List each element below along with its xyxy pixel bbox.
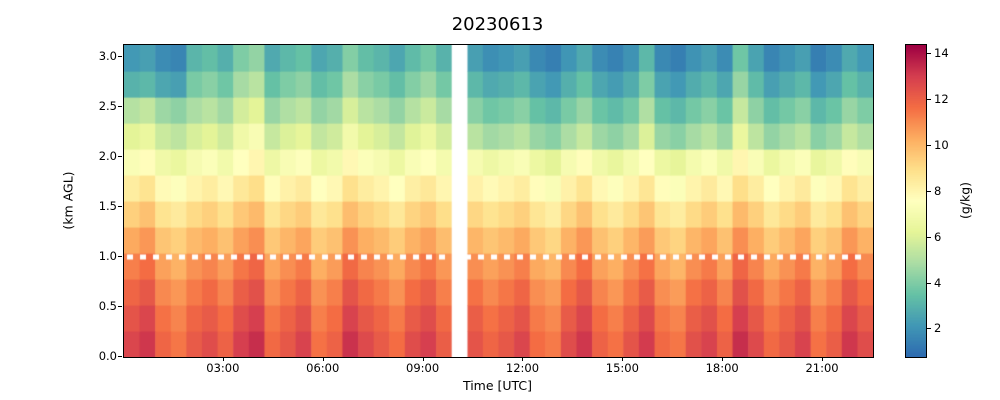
x-tick-mark: [822, 357, 824, 361]
y-tick-label: 2.0: [98, 149, 117, 163]
colorbar-tick-mark: [927, 190, 931, 192]
colorbar-tick-label: 8: [934, 183, 942, 198]
x-tick-mark: [222, 357, 224, 361]
colorbar-tick-mark: [927, 99, 931, 101]
y-tick-mark: [118, 306, 122, 307]
heatmap-canvas: [124, 45, 873, 357]
x-axis-label: Time [UTC]: [462, 378, 533, 393]
x-tick-label: 03:00: [206, 361, 240, 375]
y-tick-label: 0.0: [98, 349, 117, 363]
y-tick-label: 0.5: [98, 299, 117, 313]
colorbar-tick-mark: [927, 282, 931, 284]
colorbar-tick-label: 4: [934, 275, 942, 290]
y-tick-label: 1.0: [98, 249, 117, 263]
x-tick-mark: [422, 357, 424, 361]
colorbar-canvas: [906, 45, 926, 357]
x-tick-label: 09:00: [406, 361, 440, 375]
colorbar-tick-label: 10: [934, 137, 949, 152]
x-tick-mark: [722, 357, 724, 361]
colorbar-tick-mark: [927, 53, 931, 55]
y-tick-mark: [118, 106, 122, 107]
y-tick-mark: [118, 256, 122, 257]
x-tick-label: 15:00: [605, 361, 639, 375]
x-tick-label: 18:00: [705, 361, 739, 375]
colorbar-tick-mark: [927, 328, 931, 330]
x-tick-label: 06:00: [306, 361, 340, 375]
colorbar-tick-label: 12: [934, 92, 949, 107]
colorbar-label: (g/kg): [957, 181, 973, 220]
x-tick-mark: [522, 357, 524, 361]
y-tick-mark: [118, 356, 122, 357]
colorbar: [905, 44, 927, 358]
y-tick-mark: [118, 56, 122, 57]
y-tick-mark: [118, 206, 122, 207]
x-tick-label: 21:00: [805, 361, 839, 375]
colorbar-tick-label: 6: [934, 229, 942, 244]
plot-area: [123, 44, 874, 358]
chart-title: 20230613: [451, 14, 544, 35]
colorbar-tick-label: 2: [934, 321, 942, 336]
y-tick-label: 2.5: [98, 99, 117, 113]
colorbar-tick-label: 14: [934, 46, 949, 61]
y-tick-label: 1.5: [98, 199, 117, 213]
y-tick-label: 3.0: [98, 49, 117, 63]
colorbar-tick-mark: [927, 236, 931, 238]
y-axis-label: (km AGL): [60, 171, 76, 230]
y-tick-mark: [118, 156, 122, 157]
colorbar-tick-mark: [927, 144, 931, 146]
x-tick-mark: [622, 357, 624, 361]
x-tick-label: 12:00: [505, 361, 540, 375]
x-tick-mark: [322, 357, 324, 361]
